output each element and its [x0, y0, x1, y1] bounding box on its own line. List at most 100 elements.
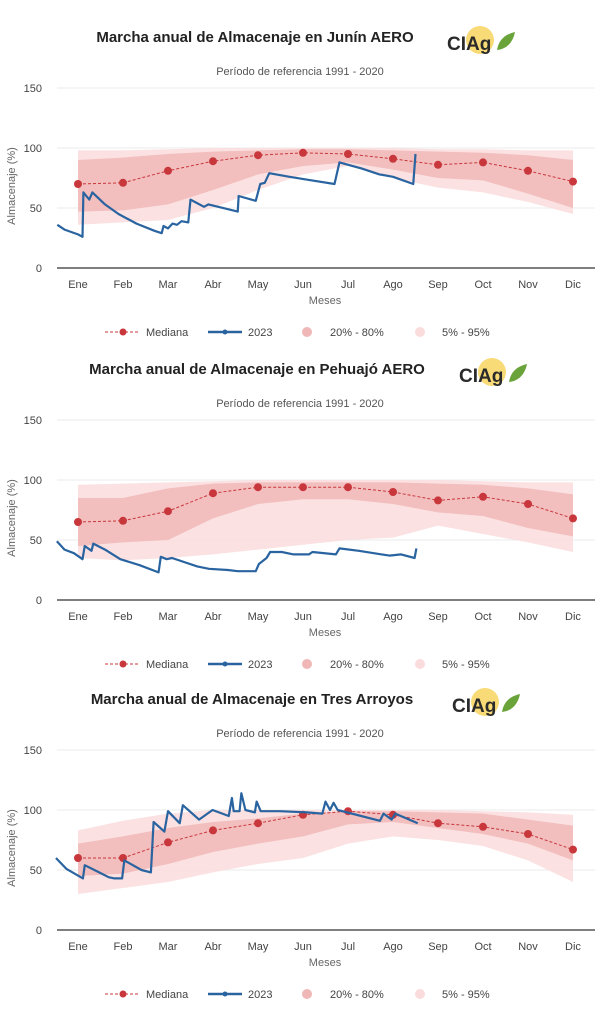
y-tick-label: 50 — [30, 535, 42, 547]
logo-text: CIAg — [447, 34, 491, 55]
y-axis-label: Almacenaje (%) — [6, 809, 18, 887]
y-axis-label: Almacenaje (%) — [6, 147, 18, 225]
x-tick-label: Dic — [565, 279, 581, 291]
legend-20-80-label: 20% - 80% — [330, 659, 384, 671]
chart-title: Marcha anual de Almacenaje en Junín AERO — [96, 29, 414, 46]
median-point — [254, 483, 262, 492]
x-tick-label: May — [248, 941, 269, 953]
x-tick-label: Nov — [518, 941, 538, 953]
x-tick-label: May — [248, 279, 269, 291]
legend-5-95-marker — [415, 659, 425, 669]
x-tick-label: Dic — [565, 941, 581, 953]
legend-20-80-label: 20% - 80% — [330, 989, 384, 1001]
median-point — [74, 518, 82, 526]
legend-median-label: Mediana — [146, 327, 189, 339]
x-tick-label: Sep — [428, 611, 448, 623]
median-point — [569, 845, 577, 854]
y-tick-label: 150 — [24, 745, 42, 757]
median-point — [569, 177, 577, 186]
median-point — [299, 148, 307, 157]
median-point — [209, 489, 217, 498]
chart-subtitle: Período de referencia 1991 - 2020 — [216, 398, 384, 410]
logo-text: CIAg — [452, 696, 496, 717]
median-point — [209, 826, 217, 835]
median-point — [434, 160, 442, 169]
x-tick-label: Ene — [68, 279, 88, 291]
median-point — [479, 822, 487, 831]
x-tick-label: Ago — [383, 279, 403, 291]
x-tick-label: Feb — [114, 611, 133, 623]
median-point — [344, 150, 352, 158]
legend-2023-marker — [222, 991, 228, 997]
band-20-80 — [78, 149, 573, 212]
median-point — [119, 516, 127, 525]
y-tick-label: 50 — [30, 203, 42, 215]
leaf-icon — [509, 364, 527, 382]
y-axis-label: Almacenaje (%) — [6, 479, 18, 557]
y-tick-label: 100 — [24, 143, 42, 155]
legend-2023-marker — [222, 661, 228, 667]
ciag-logo: CIAg — [447, 26, 515, 55]
x-tick-label: Feb — [114, 941, 133, 953]
series-2023-line — [55, 792, 419, 880]
x-tick-label: Oct — [474, 941, 491, 953]
x-tick-label: Sep — [428, 279, 448, 291]
chart-subtitle: Período de referencia 1991 - 2020 — [216, 66, 384, 78]
x-tick-label: Nov — [518, 611, 538, 623]
series-2023-line — [56, 540, 418, 574]
median-point — [344, 483, 352, 492]
legend: Mediana 2023 20% - 80% 5% - 95% — [105, 327, 490, 339]
median-line — [77, 486, 574, 523]
x-tick-label: Abr — [204, 279, 221, 291]
sun-icon — [478, 358, 506, 386]
median-point — [164, 166, 172, 175]
median-point — [209, 157, 217, 166]
ciag-logo: CIAg — [452, 688, 520, 717]
y-tick-label: 150 — [24, 415, 42, 427]
x-axis-label: Meses — [309, 295, 342, 307]
x-tick-label: Dic — [565, 611, 581, 623]
y-tick-label: 0 — [36, 263, 42, 275]
legend-2023-label: 2023 — [248, 989, 272, 1001]
chart-title: Marcha anual de Almacenaje en Tres Arroy… — [91, 691, 413, 708]
median-point — [74, 854, 82, 862]
band-20-80 — [78, 482, 573, 546]
median-point — [389, 154, 397, 163]
x-tick-label: Abr — [204, 941, 221, 953]
legend-5-95-label: 5% - 95% — [442, 989, 490, 1001]
legend-median-marker — [119, 328, 127, 336]
median-point — [389, 488, 397, 496]
median-point — [479, 492, 487, 501]
chart-1: Marcha anual de Almacenaje en Junín AERO… — [6, 26, 595, 339]
x-tick-label: Mar — [159, 611, 178, 623]
ciag-logo: CIAg — [459, 358, 527, 387]
median-point — [254, 151, 262, 160]
legend-median-marker — [119, 660, 127, 668]
x-tick-label: Jul — [341, 941, 355, 953]
legend-5-95-marker — [415, 327, 425, 337]
x-axis-label: Meses — [309, 957, 342, 969]
y-tick-label: 0 — [36, 925, 42, 937]
legend-median-marker — [119, 990, 127, 998]
median-point — [479, 158, 487, 167]
x-tick-label: Jun — [294, 611, 312, 623]
chart-2: Marcha anual de Almacenaje en Pehuajó AE… — [6, 358, 595, 671]
x-tick-label: Jun — [294, 941, 312, 953]
legend-5-95-label: 5% - 95% — [442, 659, 490, 671]
x-tick-label: Mar — [159, 941, 178, 953]
legend-5-95-marker — [415, 989, 425, 999]
logo-text: CIAg — [459, 366, 503, 387]
y-tick-label: 150 — [24, 83, 42, 95]
median-point — [569, 514, 577, 523]
x-tick-label: Jun — [294, 279, 312, 291]
series-2023-line — [56, 153, 417, 238]
median-point — [524, 500, 532, 508]
legend-2023-label: 2023 — [248, 327, 272, 339]
x-tick-label: Ago — [383, 941, 403, 953]
x-tick-label: Ene — [68, 611, 88, 623]
median-line — [77, 152, 574, 185]
x-tick-label: Feb — [114, 279, 133, 291]
legend-20-80-label: 20% - 80% — [330, 327, 384, 339]
legend: Mediana 2023 20% - 80% 5% - 95% — [105, 659, 490, 671]
x-tick-label: Mar — [159, 279, 178, 291]
